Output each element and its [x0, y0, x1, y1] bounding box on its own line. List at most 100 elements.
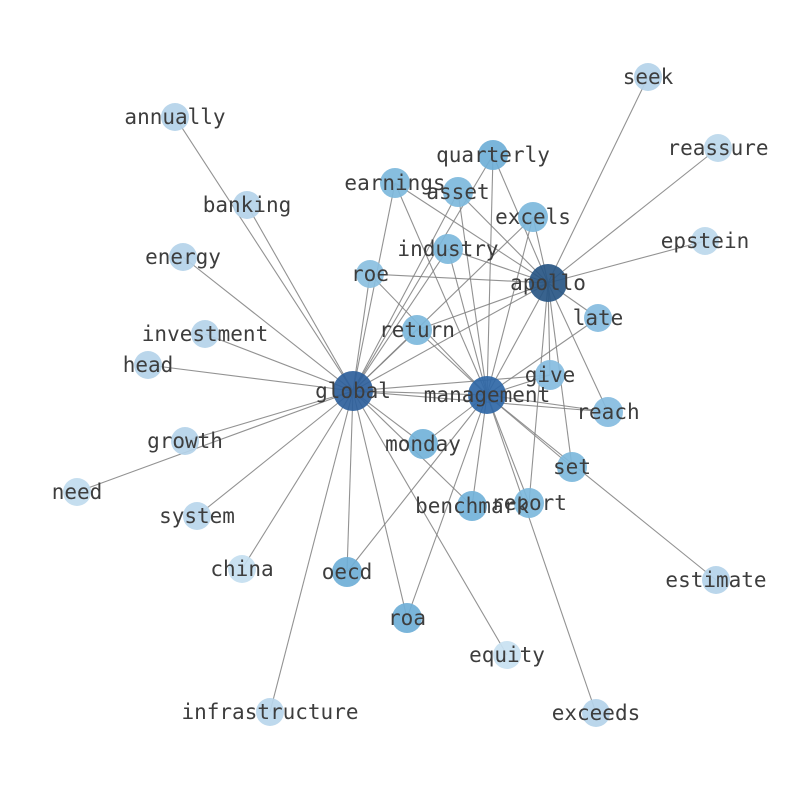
label-reassure: reassure [667, 136, 768, 160]
node-equity [493, 641, 521, 669]
label-seek: seek [623, 65, 674, 89]
node-infrastructure [256, 698, 284, 726]
node-management [468, 376, 506, 414]
label-give: give [525, 363, 576, 387]
node-investment [191, 320, 219, 348]
node-exceeds [582, 699, 610, 727]
labels-layer: annually seek reassure quarterly earningsass… [52, 65, 769, 725]
node-asset [443, 177, 473, 207]
edge-quarterly-management [486, 154, 494, 396]
node-apollo [529, 264, 567, 302]
label-global: global [315, 379, 391, 403]
node-roa [392, 603, 422, 633]
edge-exceeds-management [486, 394, 597, 714]
edge-infrastructure-global [269, 390, 354, 713]
node-growth [171, 427, 199, 455]
edge-need-global [76, 390, 354, 493]
node-return [402, 315, 432, 345]
edge-roa-management [406, 394, 488, 619]
edge-energy-global [182, 256, 354, 392]
label-oecd: oecd [322, 560, 373, 584]
label-return: return [379, 318, 455, 342]
label-estimate: estimate [665, 568, 766, 592]
label-china: china [210, 557, 273, 581]
label-energy: energy [145, 245, 221, 269]
edge-banking-global [246, 204, 354, 392]
label-head: head [123, 353, 174, 377]
edge-reach-management [486, 394, 609, 413]
node-system [183, 502, 211, 530]
node-banking [233, 191, 261, 219]
edge-report-management [486, 394, 530, 504]
label-asset: asset [426, 180, 489, 204]
node-excels [518, 202, 548, 232]
node-benchmark [457, 491, 487, 521]
edge-give-global [352, 374, 551, 392]
label-investment: investment [142, 322, 268, 346]
label-monday: monday [385, 432, 461, 456]
node-quarterly [478, 140, 508, 170]
node-reach [593, 397, 623, 427]
edge-system-global [196, 390, 354, 517]
edge-growth-global [184, 390, 354, 442]
label-need: need [52, 480, 103, 504]
node-china [228, 555, 256, 583]
edge-global-apollo [352, 282, 549, 392]
label-growth: growth [147, 429, 223, 453]
node-industry [433, 234, 463, 264]
edge-reach-apollo [547, 282, 609, 413]
label-report: report [491, 491, 567, 515]
node-report [514, 488, 544, 518]
edge-industry-management [447, 248, 488, 396]
edge-late-management [486, 317, 599, 396]
edge-industry-global [352, 248, 449, 392]
edge-oecd-management [346, 394, 488, 573]
edge-asset-apollo [457, 191, 549, 284]
node-reassure [704, 134, 732, 162]
edge-equity-global [352, 390, 508, 656]
node-estimate [702, 566, 730, 594]
node-seek [634, 63, 662, 91]
label-excels: excels [495, 205, 571, 229]
label-management: management [424, 383, 550, 407]
edge-global-management [352, 390, 488, 396]
edge-china-global [241, 390, 354, 570]
label-exceeds: exceeds [552, 701, 641, 725]
edge-epstein-apollo [547, 240, 706, 284]
label-apollo: apollo [510, 271, 586, 295]
edge-return-apollo [416, 282, 549, 331]
edge-investment-global [204, 333, 354, 392]
edge-management-apollo [486, 282, 549, 396]
edge-asset-management [457, 191, 488, 396]
label-late: late [573, 306, 624, 330]
node-give [535, 360, 565, 390]
node-oecd [332, 557, 362, 587]
node-head [134, 351, 162, 379]
node-late [584, 304, 612, 332]
edge-reassure-apollo [547, 147, 719, 284]
node-roe [356, 260, 384, 288]
label-set: set [553, 455, 591, 479]
edge-excels-management [486, 216, 534, 396]
node-epstein [691, 227, 719, 255]
node-annually [161, 103, 189, 131]
node-earnings [380, 168, 410, 198]
label-infrastructure: infrastructure [181, 700, 358, 724]
label-roa: roa [388, 606, 426, 630]
node-monday [408, 429, 438, 459]
edge-earnings-management [394, 182, 488, 396]
label-system: system [159, 504, 235, 528]
node-energy [169, 243, 197, 271]
edge-annually-global [174, 116, 354, 392]
edge-roa-global [352, 390, 408, 619]
label-industry: industry [397, 237, 498, 261]
label-epstein: epstein [661, 229, 750, 253]
label-equity: equity [469, 643, 545, 667]
node-global [333, 371, 373, 411]
label-quarterly: quarterly [436, 143, 550, 167]
edge-estimate-management [486, 394, 717, 581]
label-benchmark: benchmark [415, 494, 529, 518]
nodes-layer [63, 63, 732, 727]
